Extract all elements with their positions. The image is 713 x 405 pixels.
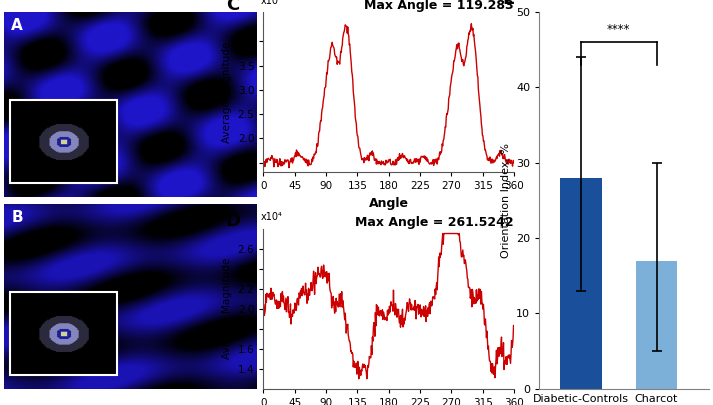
Text: C: C xyxy=(226,0,239,14)
Y-axis label: Average Magnitude: Average Magnitude xyxy=(222,258,232,359)
Y-axis label: Orientation Index, %: Orientation Index, % xyxy=(501,143,511,258)
Text: x10⁴: x10⁴ xyxy=(261,0,283,6)
Text: Max Angle = 261.5242: Max Angle = 261.5242 xyxy=(356,215,514,228)
Bar xyxy=(10,292,118,375)
Text: ****: **** xyxy=(607,23,630,36)
Bar xyxy=(636,261,677,389)
Bar xyxy=(560,178,602,389)
Text: E: E xyxy=(502,0,514,8)
Text: D: D xyxy=(226,213,241,230)
Text: Max Angle = 119.283: Max Angle = 119.283 xyxy=(364,0,514,12)
Y-axis label: Average Magnitude: Average Magnitude xyxy=(222,42,232,143)
Text: A: A xyxy=(11,18,23,33)
Text: B: B xyxy=(11,210,23,225)
Text: x10⁴: x10⁴ xyxy=(261,212,283,222)
Bar xyxy=(10,100,118,183)
X-axis label: Angle: Angle xyxy=(369,197,409,210)
